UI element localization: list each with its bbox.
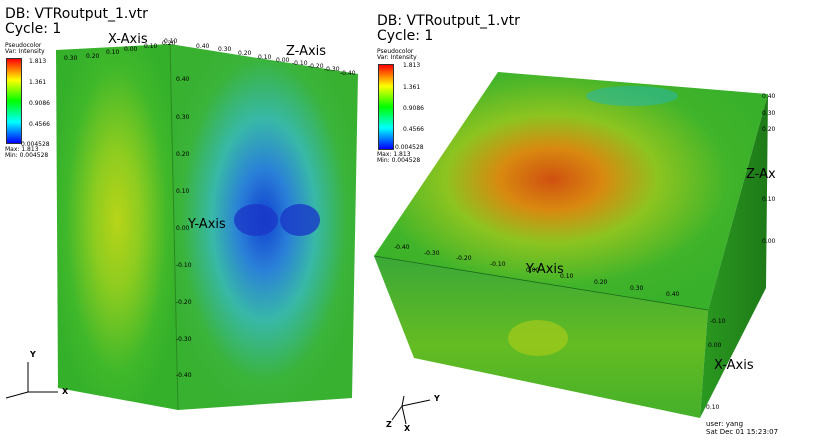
orientation-triad xyxy=(391,395,431,425)
y-tick: -0.20 xyxy=(456,255,472,262)
y-tick: -0.30 xyxy=(424,250,440,257)
x-tick: 0.30 xyxy=(64,55,78,62)
legend-min: Min: 0.004528 xyxy=(377,157,421,164)
z-tick: 0.10 xyxy=(164,38,178,45)
x-tick: 0.00 xyxy=(708,342,722,349)
legend-colorbar xyxy=(378,64,394,150)
x-tick: -0.10 xyxy=(710,318,726,325)
timestamp-label: Sat Dec 01 15:23:07 xyxy=(706,428,779,436)
y-tick: 0.40 xyxy=(176,76,190,83)
z-tick: -0.30 xyxy=(324,66,340,73)
y-tick: -0.40 xyxy=(394,244,410,251)
legend-variable: Var: Intensity xyxy=(377,54,417,61)
low-intensity-band xyxy=(586,86,678,106)
x-tick: 0.20 xyxy=(162,40,176,47)
y-tick: -0.20 xyxy=(176,299,192,306)
x-axis-title: X-Axis xyxy=(714,358,754,373)
legend-max: Max: 1.813 xyxy=(377,151,411,158)
legend-title: Pseudocolor xyxy=(5,42,42,49)
y-tick: 0.20 xyxy=(176,151,190,158)
y-tick: -0.10 xyxy=(490,261,506,268)
pseudocolor-legend: Pseudocolor Var: Intensity 1.813 1.361 0… xyxy=(377,48,437,168)
y-tick: 0.40 xyxy=(666,291,680,298)
y-tick: -0.30 xyxy=(176,336,192,343)
low-intensity-blob-right xyxy=(280,204,320,236)
cycle-label: Cycle: 1 xyxy=(5,21,62,37)
triad-x-label: X xyxy=(62,387,69,396)
triad-z-label: Z xyxy=(386,420,392,429)
y-tick: -0.40 xyxy=(176,372,192,379)
y-tick: 0.00 xyxy=(176,225,190,232)
z-tick: 0.40 xyxy=(762,93,776,100)
z-tick: -0.40 xyxy=(340,70,356,77)
legend-tick: 1.813 xyxy=(29,58,47,65)
user-label: user: yang xyxy=(706,420,744,428)
legend-tick: 0.4566 xyxy=(403,126,424,133)
z-tick: 0.20 xyxy=(238,50,252,57)
y-tick: 0.20 xyxy=(594,279,608,286)
x-axis-title: X-Axis xyxy=(108,32,148,47)
legend-tick: 1.361 xyxy=(403,84,421,91)
legend-tick: 0.004528 xyxy=(395,144,424,151)
pseudocolor-legend: Pseudocolor Var: Intensity 1.813 1.361 0… xyxy=(5,42,65,162)
y-tick: 0.30 xyxy=(630,285,644,292)
x-tick: 0.10 xyxy=(106,49,120,56)
z-tick: 0.10 xyxy=(258,54,272,61)
legend-variable: Var: Intensity xyxy=(5,48,45,55)
x-tick: 0.10 xyxy=(144,43,158,50)
z-tick: 0.20 xyxy=(762,126,776,133)
front-yellow-spot xyxy=(508,320,568,356)
triad-y-label: Y xyxy=(30,350,36,359)
y-axis-title: Y-Axis xyxy=(188,217,226,232)
y-axis-title: Y-Axis xyxy=(526,262,564,277)
left-plot xyxy=(5,43,358,411)
right-viewport[interactable]: DB: VTRoutput_1.vtr Cycle: 1 Pseudocolor… xyxy=(370,0,816,442)
y-tick: 0.00 xyxy=(526,267,540,274)
z-tick: 0.40 xyxy=(196,43,210,50)
z-tick: 0.00 xyxy=(276,57,290,64)
z-tick: 0.10 xyxy=(762,196,776,203)
z-tick: 0.30 xyxy=(218,46,232,53)
right-plot xyxy=(373,72,768,425)
legend-tick: 1.813 xyxy=(403,62,421,69)
z-axis-title: Z-Ax xyxy=(746,167,776,182)
legend-tick: 0.9086 xyxy=(403,105,424,112)
db-label: DB: VTRoutput_1.vtr xyxy=(5,6,148,22)
cube-side-face xyxy=(700,94,768,418)
left-viewport[interactable]: DB: VTRoutput_1.vtr Cycle: 1 Pseudocolor… xyxy=(0,0,370,442)
x-tick: 0.00 xyxy=(124,46,138,53)
legend-min: Min: 0.004528 xyxy=(5,152,49,159)
x-tick: 0.10 xyxy=(706,404,720,411)
z-tick: 0.00 xyxy=(762,238,776,245)
legend-tick: 0.4566 xyxy=(29,121,50,128)
cube-front-face xyxy=(56,44,178,410)
cube-top-face xyxy=(374,72,768,310)
legend-tick: 0.9086 xyxy=(29,100,50,107)
triad-y-label: Y xyxy=(434,394,440,403)
y-tick: 0.10 xyxy=(176,188,190,195)
y-tick: 0.30 xyxy=(176,114,190,121)
low-intensity-blob-left xyxy=(234,204,278,236)
y-tick: 0.10 xyxy=(560,273,574,280)
legend-title: Pseudocolor xyxy=(377,48,414,55)
z-tick: -0.10 xyxy=(292,60,308,67)
legend-colorbar xyxy=(6,58,22,144)
legend-max: Max: 1.813 xyxy=(5,146,39,153)
db-label: DB: VTRoutput_1.vtr xyxy=(377,13,520,29)
y-tick: -0.10 xyxy=(176,262,192,269)
x-tick: 0.20 xyxy=(86,53,100,60)
z-axis-title: Z-Axis xyxy=(286,44,327,59)
legend-tick: 0.004528 xyxy=(21,141,50,148)
orientation-triad xyxy=(5,362,58,399)
cycle-label: Cycle: 1 xyxy=(377,28,434,44)
z-tick: 0.30 xyxy=(762,110,776,117)
z-tick: -0.20 xyxy=(308,63,324,70)
triad-x-label: X xyxy=(404,424,411,433)
legend-tick: 1.361 xyxy=(29,79,47,86)
